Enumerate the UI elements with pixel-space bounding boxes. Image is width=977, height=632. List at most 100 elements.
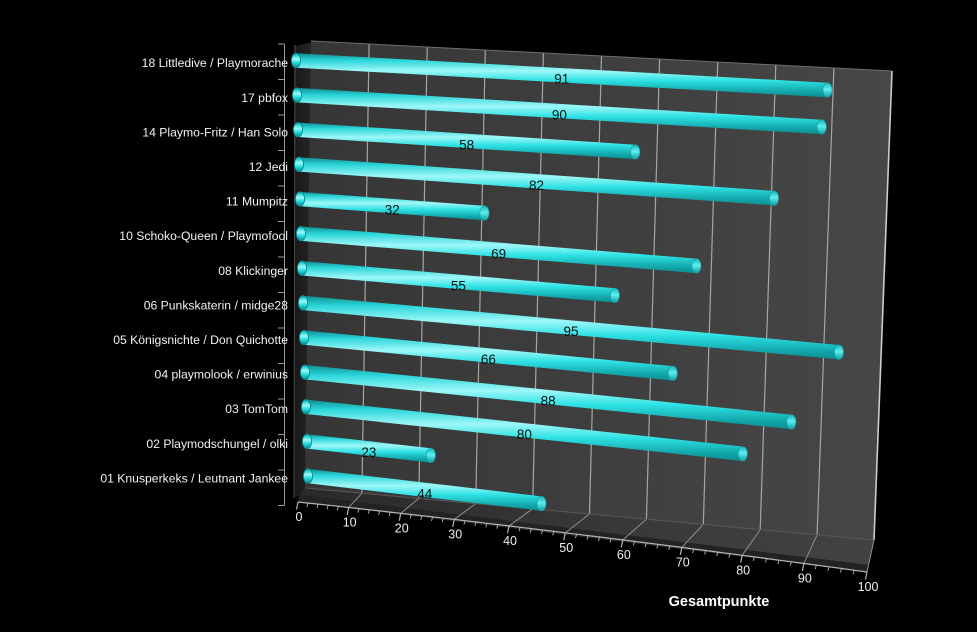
chart-generated-content: 0 10 20 30 40 50 60 70 80 90 100 18 Littledive / Pl…	[100, 40, 893, 594]
x-major-tick-30	[452, 519, 455, 528]
gridline-floor-90	[803, 534, 818, 564]
bar-body-3	[298, 122, 636, 160]
bar-right-cap-10	[786, 414, 797, 430]
bar-body-5	[300, 191, 485, 221]
x-minor-tick	[765, 558, 768, 563]
x-minor-tick	[839, 568, 843, 573]
x-minor-tick	[463, 520, 466, 525]
x-minor-tick	[518, 527, 521, 532]
x-tick-label-0: 0	[296, 510, 303, 524]
bar-value-label-10: 88	[541, 394, 556, 409]
x-minor-tick	[852, 570, 855, 575]
bar-body-11	[306, 399, 743, 461]
gridline-floor-80	[741, 529, 761, 556]
x-minor-tick	[692, 548, 695, 554]
bar-right-cap-2	[816, 119, 827, 135]
bar-left-cap-3	[292, 122, 304, 138]
x-axis-title: Gesamtpunkte	[669, 594, 770, 610]
category-label-6: 10 Schoko-Queen / Playmofool	[119, 229, 288, 243]
x-tick-label-20: 20	[395, 521, 409, 535]
chart-floor	[299, 488, 874, 565]
x-minor-tick	[496, 524, 499, 529]
bar-right-cap-9	[667, 365, 678, 381]
bar-value-label-9: 66	[481, 352, 496, 367]
x-minor-tick	[668, 545, 671, 551]
x-minor-tick	[485, 523, 488, 528]
gridline-floor-10	[348, 492, 363, 508]
x-minor-tick	[357, 508, 360, 513]
x-major-tick-90	[801, 563, 805, 572]
bar-body-7	[302, 261, 615, 303]
bar-body-4	[299, 157, 775, 206]
bar-body-10	[305, 364, 792, 430]
gridline-floor-30	[453, 503, 476, 520]
bar-left-cap-4	[293, 156, 305, 173]
category-label-2: 17 pbfox	[241, 91, 288, 105]
x-minor-tick	[306, 502, 309, 508]
gridline-floor-100	[866, 539, 875, 573]
category-label-13: 01 Knusperkeks / Leutnant Jankee	[100, 471, 288, 485]
x-minor-tick	[529, 528, 532, 533]
x-minor-tick	[378, 510, 381, 516]
x-minor-tick	[367, 509, 370, 514]
bar-body-9	[304, 330, 673, 381]
x-minor-tick	[316, 504, 319, 509]
x-major-tick-10	[346, 507, 350, 516]
x-tick-label-100: 100	[858, 580, 879, 594]
gridline-floor-20	[400, 498, 420, 514]
x-major-tick-50	[563, 532, 566, 541]
bar-value-label-13: 44	[417, 486, 433, 501]
bar-right-cap-1	[822, 82, 833, 98]
bar-left-cap-6	[295, 225, 307, 242]
bar-left-cap-7	[296, 260, 308, 276]
x-minor-tick	[552, 531, 555, 536]
bar-value-label-3: 58	[459, 137, 474, 152]
bar-value-label-1: 91	[554, 72, 569, 87]
bar-right-cap-6	[691, 258, 702, 274]
bar-left-cap-5	[294, 191, 306, 207]
category-label-8: 06 Punkskaterin / midge28	[144, 298, 289, 312]
x-minor-tick	[336, 506, 339, 511]
x-minor-tick	[431, 516, 434, 522]
x-major-tick-20	[398, 513, 402, 521]
x-minor-tick	[704, 550, 707, 555]
x-tick-label-60: 60	[617, 548, 631, 562]
bar-value-label-8: 95	[563, 324, 578, 339]
x-minor-tick	[540, 529, 544, 535]
x-major-tick-100	[864, 571, 868, 580]
x-minor-tick	[575, 534, 578, 539]
bar-value-label-11: 80	[517, 427, 532, 442]
bar-body-13	[308, 468, 542, 511]
category-label-7: 08 Klickinger	[218, 264, 288, 278]
bar-value-label-6: 69	[491, 246, 506, 261]
x-major-tick-70	[679, 547, 683, 556]
x-minor-tick	[632, 541, 635, 546]
bar-left-cap-10	[299, 364, 311, 380]
x-minor-tick	[789, 561, 792, 566]
gridline-floor-40	[508, 508, 533, 527]
category-label-12: 02 Playmodschungel / olki	[146, 437, 288, 451]
category-label-9: 05 Königsnichte / Don Quichotte	[113, 333, 288, 347]
x-major-tick-0	[295, 501, 299, 510]
gridline-wall-100	[873, 70, 893, 541]
x-minor-tick	[326, 505, 329, 510]
category-label-11: 03 TomTom	[225, 402, 288, 416]
x-minor-tick	[777, 560, 780, 565]
bar-body-8	[303, 295, 839, 360]
bar-body-6	[301, 226, 697, 274]
x-minor-tick	[814, 565, 817, 570]
category-label-3: 14 Playmo-Fritz / Han Solo	[142, 125, 288, 139]
x-major-tick-40	[506, 525, 510, 534]
bar-left-cap-1	[290, 52, 302, 69]
bar-value-label-12: 23	[361, 445, 376, 460]
bar-right-cap-4	[769, 190, 779, 206]
bar-right-cap-5	[479, 205, 490, 221]
bar-value-label-4: 82	[529, 178, 544, 193]
bar-body-12	[307, 434, 431, 463]
category-label-1: 18 Littledive / Playmorache	[142, 56, 289, 70]
x-minor-tick	[409, 514, 412, 519]
x-tick-label-30: 30	[448, 527, 462, 541]
